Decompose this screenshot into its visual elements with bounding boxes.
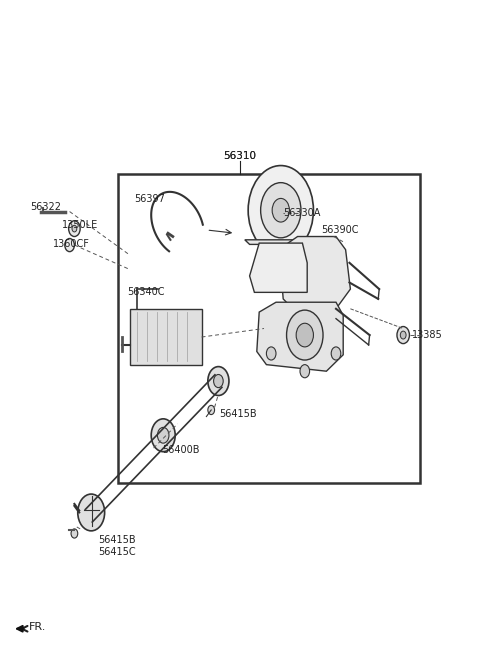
Circle shape: [300, 365, 310, 378]
Circle shape: [296, 323, 313, 347]
Circle shape: [266, 347, 276, 360]
Bar: [130, 309, 202, 365]
Circle shape: [157, 427, 169, 443]
Circle shape: [331, 347, 341, 360]
Text: 56340C: 56340C: [127, 286, 165, 297]
Polygon shape: [257, 302, 343, 371]
Text: 56415B: 56415B: [98, 535, 136, 545]
Text: FR.: FR.: [29, 622, 46, 632]
Circle shape: [69, 221, 80, 237]
Circle shape: [214, 374, 223, 388]
Text: 56415C: 56415C: [98, 547, 136, 557]
Text: 56322: 56322: [30, 202, 61, 212]
Circle shape: [261, 183, 301, 238]
Circle shape: [208, 405, 215, 415]
Circle shape: [248, 166, 313, 255]
Circle shape: [400, 331, 406, 339]
Text: 56400B: 56400B: [162, 445, 200, 455]
Circle shape: [71, 529, 78, 538]
Text: 56390C: 56390C: [322, 225, 359, 235]
Text: 1350LE: 1350LE: [62, 220, 99, 231]
Text: 56415B: 56415B: [219, 409, 256, 419]
Circle shape: [208, 367, 229, 396]
Circle shape: [72, 225, 77, 232]
Polygon shape: [281, 237, 350, 309]
Polygon shape: [245, 240, 317, 244]
Bar: [118, 174, 420, 483]
Text: 1360CF: 1360CF: [53, 239, 90, 250]
Circle shape: [272, 198, 289, 222]
Text: 13385: 13385: [412, 330, 443, 340]
Text: 56397: 56397: [134, 194, 165, 204]
Circle shape: [65, 238, 74, 252]
Text: 56330A: 56330A: [283, 208, 321, 218]
Text: 56310: 56310: [224, 151, 256, 162]
Circle shape: [78, 494, 105, 531]
Circle shape: [397, 327, 409, 344]
Circle shape: [287, 310, 323, 360]
Circle shape: [151, 419, 175, 452]
Polygon shape: [250, 243, 307, 292]
Text: 56310: 56310: [224, 151, 256, 162]
